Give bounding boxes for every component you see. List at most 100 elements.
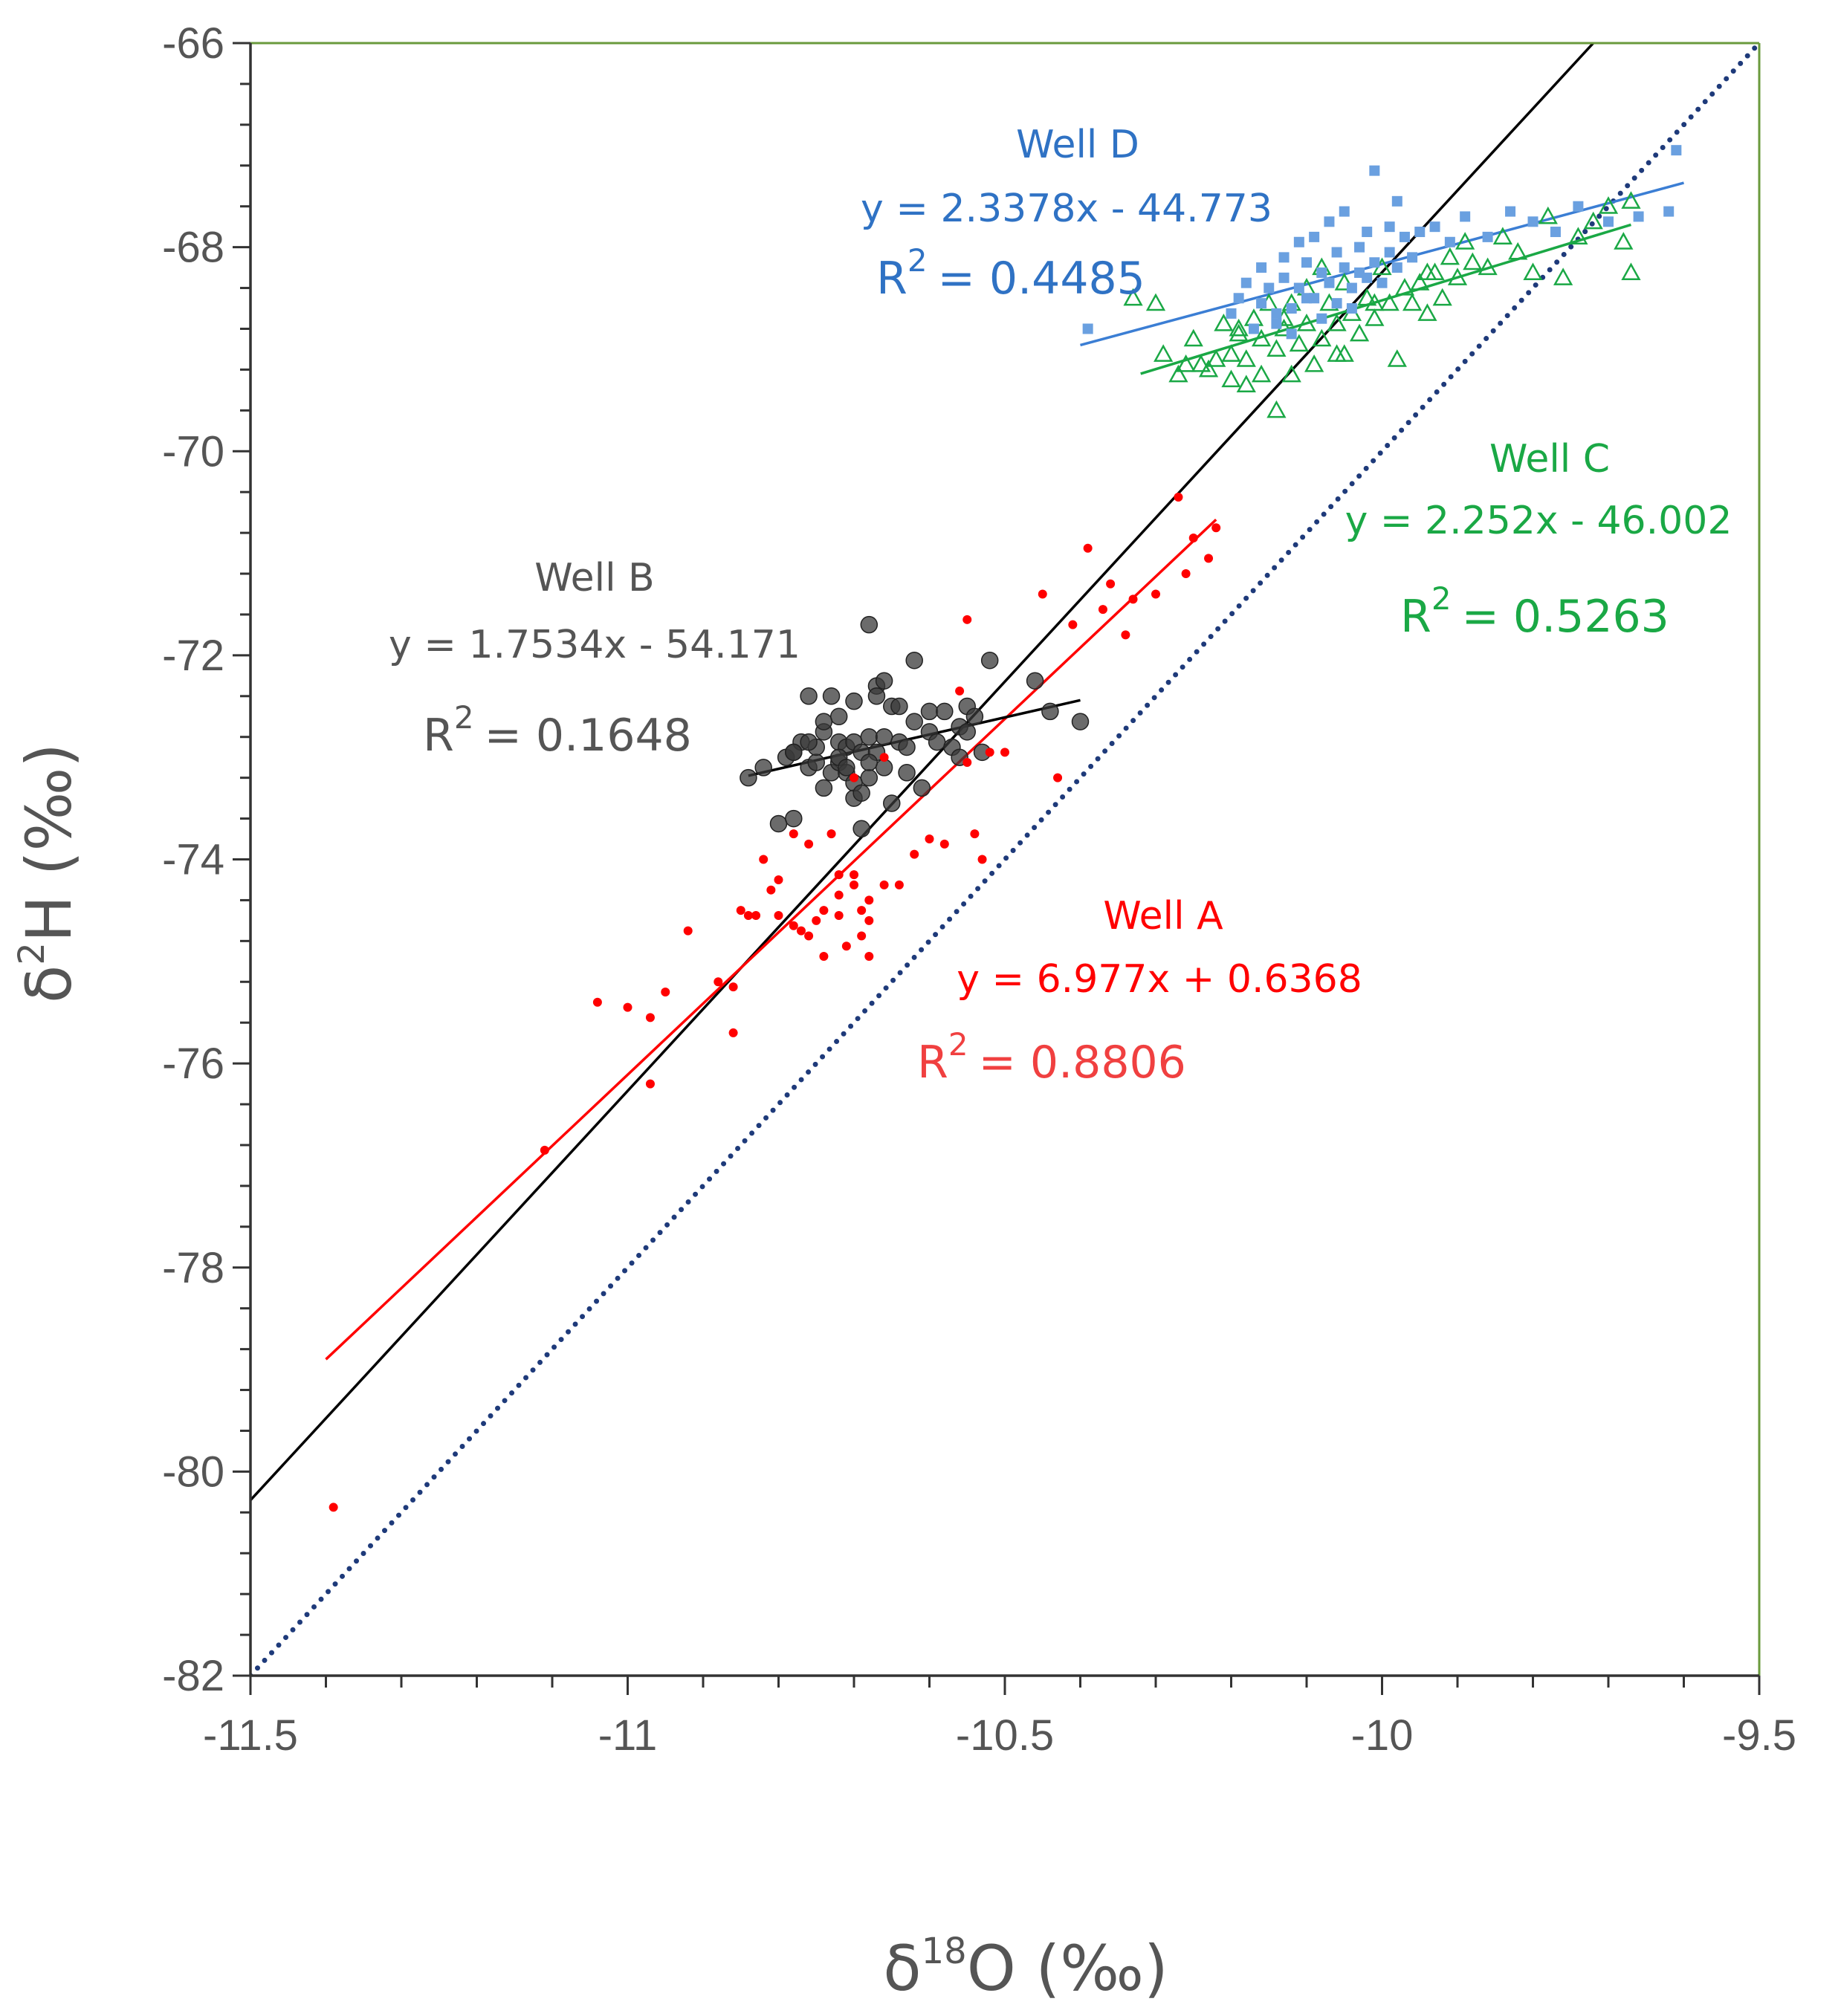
well-a-point bbox=[962, 615, 972, 624]
well-a-point bbox=[970, 829, 980, 839]
well-c-point bbox=[1214, 314, 1234, 331]
well-b-point bbox=[1026, 672, 1044, 690]
well-c-point bbox=[1357, 288, 1377, 306]
well-b-point bbox=[785, 809, 803, 828]
well-a-point bbox=[1068, 620, 1078, 629]
well-a-point bbox=[841, 941, 851, 951]
well-c-point bbox=[1206, 349, 1226, 367]
well-d-point bbox=[1286, 303, 1297, 314]
well-c-trend-line bbox=[1140, 223, 1631, 375]
well-d-point bbox=[1339, 262, 1350, 273]
well-b-point bbox=[875, 727, 893, 746]
well-a-point bbox=[826, 829, 836, 839]
well-c-point bbox=[1251, 364, 1272, 383]
annotation-well-b: Well B y = 1.7534x - 54.171 R2 = 0.1648 bbox=[389, 556, 800, 762]
well-c-point bbox=[1221, 344, 1241, 362]
well-d-point bbox=[1633, 211, 1644, 222]
well-d-point bbox=[1573, 201, 1584, 212]
well-b-point bbox=[936, 702, 954, 721]
well-c-point bbox=[1538, 206, 1558, 224]
well-c-point bbox=[1387, 349, 1407, 367]
well-c-point bbox=[1478, 257, 1498, 276]
well-a-point bbox=[857, 906, 867, 915]
well-a-point bbox=[645, 1079, 655, 1089]
well-c-point bbox=[1523, 262, 1543, 281]
well-d-point bbox=[1362, 227, 1373, 238]
well-d-r2: R2 = 0.4485 bbox=[876, 242, 1145, 305]
y-axis-title: δ2H (‰) bbox=[11, 743, 85, 1003]
well-b-point bbox=[898, 764, 916, 782]
well-c-point bbox=[1402, 293, 1423, 311]
well-b-point bbox=[822, 687, 841, 705]
well-c-point bbox=[1236, 375, 1256, 393]
dotted-line bbox=[250, 43, 1759, 1676]
well-c-point bbox=[1236, 349, 1256, 367]
well-c-point bbox=[1198, 359, 1219, 377]
well-b-point bbox=[860, 753, 879, 771]
well-c-point bbox=[1614, 232, 1634, 250]
well-b-point bbox=[928, 733, 946, 751]
well-c-point bbox=[1621, 262, 1641, 281]
annotation-well-c: Well C y = 2.252x - 46.002 R2 = 0.5263 bbox=[1345, 437, 1732, 643]
well-c-point bbox=[1463, 252, 1483, 270]
well-b-point bbox=[815, 779, 833, 797]
well-d-points bbox=[1082, 145, 1682, 340]
well-d-point bbox=[1346, 282, 1357, 294]
well-a-point bbox=[789, 829, 798, 839]
well-d-point bbox=[1384, 247, 1395, 258]
well-c-point bbox=[1168, 364, 1188, 383]
well-a-point bbox=[1053, 773, 1063, 782]
well-d-point bbox=[1331, 247, 1342, 258]
well-c-point bbox=[1455, 232, 1475, 250]
well-d-point bbox=[1482, 231, 1493, 242]
well-a-point bbox=[751, 911, 761, 921]
well-a-point bbox=[864, 951, 874, 961]
well-b-point bbox=[740, 768, 757, 787]
well-d-point bbox=[1233, 293, 1244, 304]
well-c-point bbox=[1289, 334, 1309, 352]
well-d-point bbox=[1399, 231, 1410, 242]
well-a-point bbox=[714, 977, 723, 987]
well-d-point bbox=[1248, 323, 1259, 334]
well-a-point bbox=[819, 951, 829, 961]
well-a-point bbox=[834, 911, 844, 921]
well-d-point bbox=[1293, 282, 1304, 294]
y-tick-label: -68 bbox=[162, 224, 224, 272]
well-c-point bbox=[1243, 308, 1264, 326]
well-d-point bbox=[1384, 221, 1395, 233]
well-b-point bbox=[800, 687, 818, 705]
well-b-point bbox=[867, 687, 886, 705]
well-b-point bbox=[852, 784, 870, 802]
well-c-point bbox=[1191, 354, 1211, 372]
well-c-point bbox=[1312, 328, 1332, 347]
well-a-point bbox=[834, 890, 844, 900]
well-d-point bbox=[1256, 262, 1267, 273]
well-d-point bbox=[1429, 221, 1440, 233]
well-d-point bbox=[1391, 195, 1402, 207]
well-d-point bbox=[1354, 242, 1365, 253]
y-tick-label: -66 bbox=[162, 19, 224, 68]
well-b-point bbox=[1071, 713, 1090, 730]
well-d-point bbox=[1460, 211, 1471, 222]
well-a-point bbox=[759, 855, 769, 864]
well-c-equation: y = 2.252x - 46.002 bbox=[1345, 499, 1732, 543]
well-c-point bbox=[1365, 308, 1385, 326]
well-b-point bbox=[769, 814, 788, 833]
well-d-point bbox=[1271, 318, 1282, 329]
well-d-point bbox=[1527, 216, 1539, 227]
well-c-point bbox=[1221, 369, 1241, 388]
annotation-well-d: Well D y = 2.3378x - 44.773 R2 = 0.4485 bbox=[861, 123, 1272, 305]
well-b-point bbox=[860, 615, 879, 634]
well-a-point bbox=[1038, 589, 1047, 599]
well-d-point bbox=[1407, 252, 1418, 263]
well-c-point bbox=[1183, 328, 1203, 347]
well-b-point bbox=[838, 759, 855, 777]
well-a-point bbox=[1188, 533, 1198, 542]
well-d-point bbox=[1376, 277, 1388, 288]
y-axis-label: δ2H (‰) bbox=[11, 743, 85, 1003]
well-d-equation: y = 2.3378x - 44.773 bbox=[861, 187, 1272, 231]
well-b-point bbox=[890, 697, 908, 716]
well-c-point bbox=[1229, 318, 1249, 337]
well-a-point bbox=[879, 880, 889, 889]
